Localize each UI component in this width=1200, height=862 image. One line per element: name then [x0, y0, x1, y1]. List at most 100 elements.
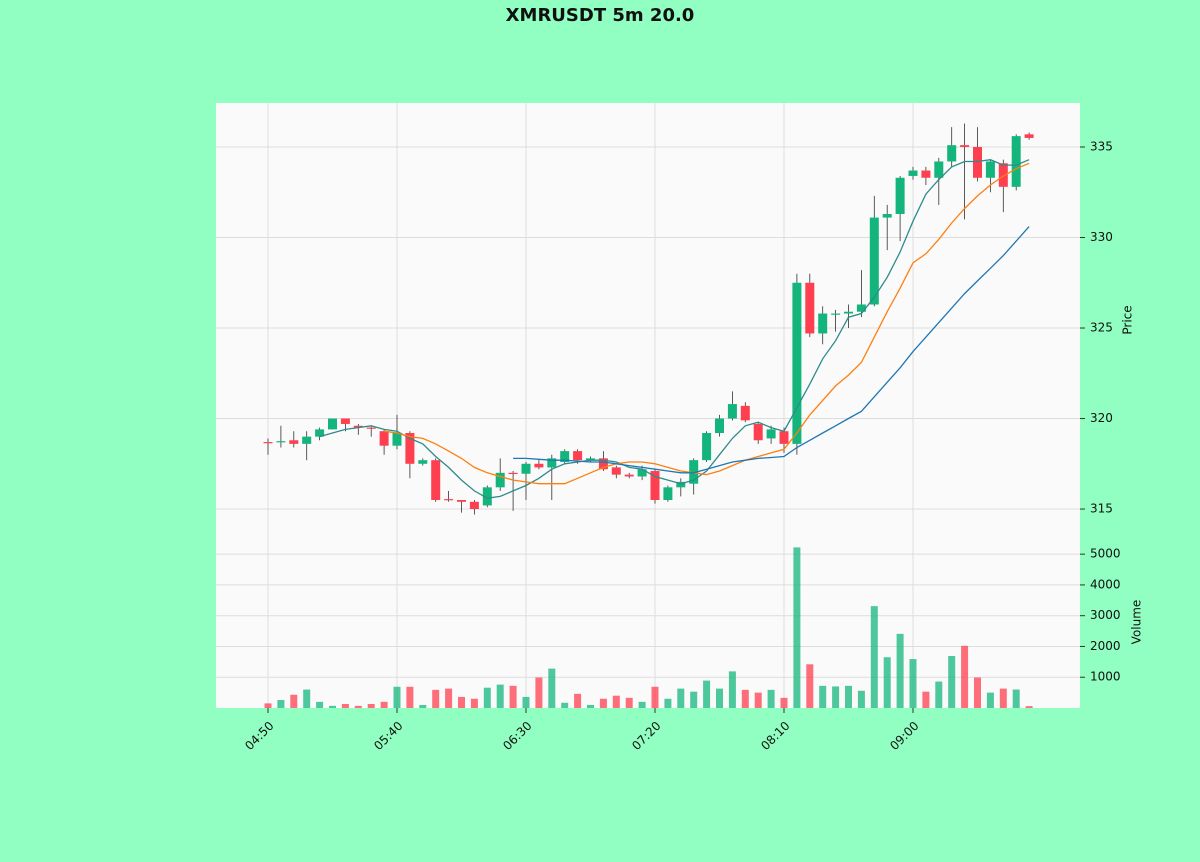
candle-body [521, 463, 531, 474]
volume-bar [625, 697, 633, 708]
candle-body [431, 460, 441, 500]
candle-body [650, 471, 660, 500]
candle-body [908, 170, 918, 176]
volume-bar [303, 689, 311, 708]
candle-body [444, 499, 454, 501]
candle-body [960, 145, 970, 147]
candle-body [340, 418, 350, 424]
x-tick-label: 04:50 [242, 719, 276, 753]
volume-bar [780, 697, 788, 708]
volume-bar [819, 685, 827, 708]
volume-bar [445, 688, 453, 708]
volume-bar [767, 689, 775, 708]
volume-bar [367, 704, 375, 708]
candle-body [263, 442, 273, 444]
y-tick-label: 315 [1090, 502, 1113, 516]
volume-bar [496, 684, 504, 708]
y-tick-label: 320 [1090, 411, 1113, 425]
plot-area [216, 103, 1080, 708]
volume-bar [612, 695, 620, 708]
volume-bar [535, 677, 543, 708]
volume-bar [561, 702, 569, 708]
volume-bar [354, 705, 362, 708]
x-tick-label: 06:30 [500, 719, 534, 753]
candle-body [805, 282, 815, 334]
candle-body [998, 163, 1008, 187]
candle-body [495, 472, 505, 488]
candle-body [547, 458, 557, 468]
candle-body [985, 161, 995, 178]
candle-body [663, 487, 673, 500]
candle-body [418, 460, 428, 464]
volume-bar [690, 691, 698, 708]
candle-body [573, 451, 583, 461]
volume-bar [857, 690, 865, 708]
candle-body [934, 161, 944, 178]
volume-bar [638, 701, 646, 708]
volume-bar [341, 704, 349, 708]
y2-tick-label: 1000 [1090, 670, 1121, 684]
volume-bar [935, 681, 943, 708]
volume-bar [741, 689, 749, 708]
moving-average [513, 226, 1030, 474]
candle-body [702, 433, 712, 461]
candle-body [766, 429, 776, 439]
candle-body [379, 431, 389, 446]
volume-bar [329, 705, 336, 708]
candle-body [508, 472, 518, 475]
volume-bar [845, 685, 852, 708]
volume-bar [896, 633, 904, 708]
volume-bar [909, 659, 917, 708]
candle-body [818, 313, 828, 334]
candle-body [637, 469, 647, 477]
volume-bar [406, 686, 414, 708]
volume-bar [754, 692, 762, 708]
candle-body [869, 217, 879, 305]
volume-bar [277, 700, 285, 708]
candle-body [457, 499, 466, 502]
candle-body [560, 451, 570, 462]
candle-body [921, 170, 931, 178]
candle-body [328, 418, 337, 430]
volume-bar [432, 689, 440, 708]
candle-body [469, 501, 479, 510]
x-tick-label: 08:10 [758, 719, 792, 753]
volume-bar [522, 696, 530, 708]
volume-bar [793, 547, 801, 708]
volume-bar [677, 688, 685, 708]
volume-bar [870, 606, 878, 708]
candle-body [715, 418, 724, 434]
candle-body [534, 463, 544, 468]
x-tick-label: 09:00 [887, 719, 921, 753]
volume-bar [664, 698, 672, 708]
candle-body [779, 431, 789, 444]
y-axis-label: Price [1121, 305, 1135, 334]
y2-tick-label: 3000 [1090, 608, 1121, 622]
y2-axis-label: Volume [1130, 600, 1144, 645]
volume-bar [728, 671, 736, 708]
y-tick-label: 335 [1090, 139, 1113, 153]
chart-title: XMRUSDT 5m 20.0 [506, 5, 695, 26]
volume-bar [548, 668, 556, 708]
y2-tick-label: 2000 [1090, 639, 1121, 653]
volume-bar [986, 692, 994, 708]
candle-body [1011, 136, 1021, 187]
candle-body [598, 458, 608, 470]
volume-bar [1025, 706, 1033, 708]
y2-tick-label: 5000 [1090, 547, 1121, 561]
candle-body [1024, 134, 1034, 138]
candle-body [947, 145, 957, 162]
candle-body [676, 481, 686, 488]
volume-bar [470, 698, 478, 708]
volume-bar [483, 687, 491, 708]
candle-body [276, 441, 286, 443]
volume-bar [883, 657, 891, 708]
candle-body [882, 213, 892, 218]
candle-body [302, 436, 312, 444]
moving-average [384, 162, 1030, 485]
candle-body [611, 467, 621, 475]
volume-bar [419, 704, 427, 708]
volume-bar [922, 691, 930, 708]
volume-bar [832, 686, 840, 708]
